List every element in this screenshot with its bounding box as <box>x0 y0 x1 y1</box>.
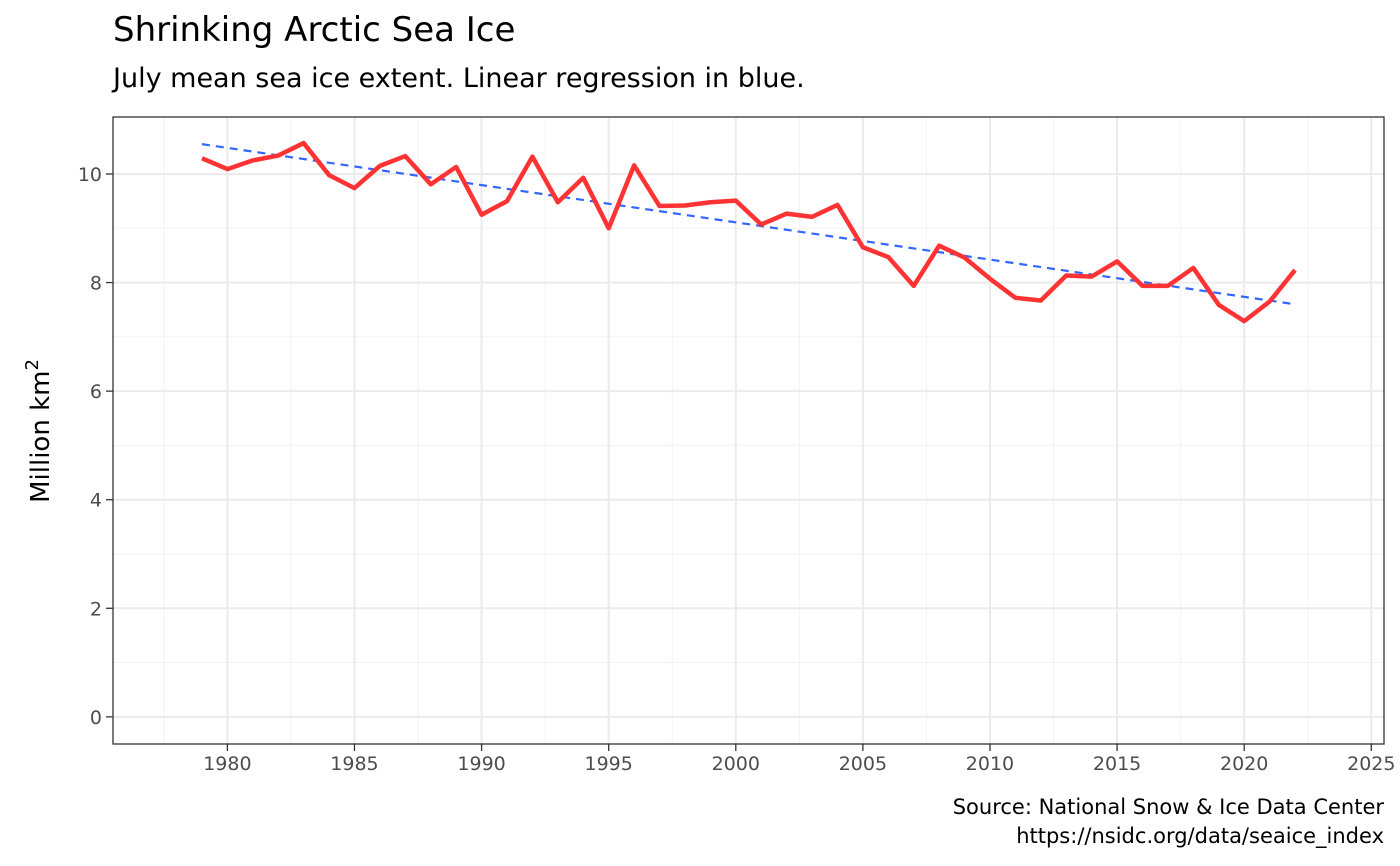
y-axis-label-superscript: 2 <box>22 359 43 370</box>
y-axis-label: Million km2 <box>22 359 56 503</box>
y-tick-label: 10 <box>78 164 102 186</box>
x-tick-label: 2015 <box>1093 753 1141 775</box>
y-tick-label: 6 <box>90 381 102 403</box>
x-tick-label: 2000 <box>712 753 760 775</box>
plot-border <box>112 116 1385 745</box>
chart-subtitle: July mean sea ice extent. Linear regress… <box>113 63 805 94</box>
x-tick-label: 1995 <box>585 753 633 775</box>
x-tick-label: 1985 <box>330 753 378 775</box>
x-tick-label: 2010 <box>966 753 1014 775</box>
plot-panel <box>113 117 1384 744</box>
regression-line <box>201 143 1296 306</box>
y-tick-label: 0 <box>90 707 102 729</box>
chart-title: Shrinking Arctic Sea Ice <box>113 10 516 50</box>
x-tick-label: 2020 <box>1220 753 1268 775</box>
sea-ice-extent-line <box>201 140 1297 324</box>
x-tick-label: 1990 <box>457 753 505 775</box>
axis-tick-labels: 1980 1985 1990 1995 2000 2005 2010 2015 2020 2025… <box>78 164 1396 775</box>
minor-gridlines <box>113 117 1384 744</box>
series-layer <box>201 140 1297 324</box>
y-tick-label: 2 <box>90 598 102 620</box>
source-caption: Source: National Snow & Ice Data Center … <box>953 793 1384 851</box>
x-tick-label: 1980 <box>203 753 251 775</box>
x-tick-label: 2005 <box>839 753 887 775</box>
y-tick-label: 8 <box>90 273 102 295</box>
source-caption-line-1: Source: National Snow & Ice Data Center <box>952 795 1384 819</box>
y-axis-label-text: Million km <box>26 371 56 503</box>
y-tick-label: 4 <box>90 490 102 512</box>
source-caption-line-2: https://nsidc.org/data/seaice_index <box>1016 824 1384 848</box>
x-tick-label: 2025 <box>1347 753 1395 775</box>
axis-ticks <box>106 173 1372 751</box>
